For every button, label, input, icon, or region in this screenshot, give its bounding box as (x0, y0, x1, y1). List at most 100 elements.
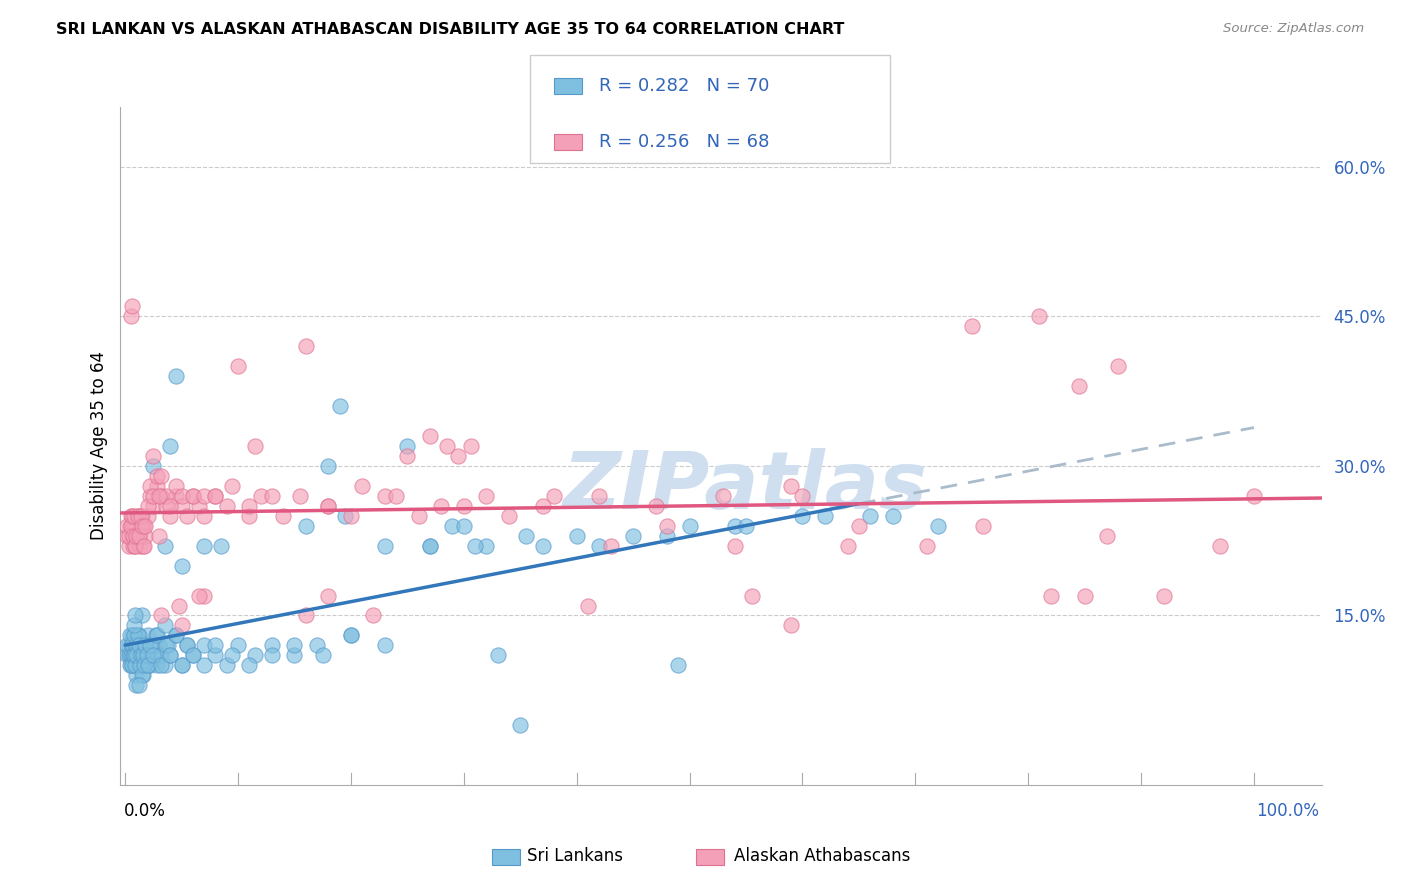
Point (122, 508, 145, 523)
Text: ZIPatlas: ZIPatlas (562, 448, 927, 525)
Point (120, 658, 142, 673)
Point (294, 608, 316, 623)
Point (340, 628, 363, 642)
Point (131, 639, 153, 653)
Point (125, 648, 148, 663)
Point (176, 639, 198, 653)
Point (498, 508, 520, 523)
Point (170, 558, 193, 573)
Point (340, 508, 363, 523)
Text: Sri Lankans: Sri Lankans (527, 847, 623, 865)
Point (209, 539, 232, 553)
Point (128, 529, 150, 543)
Point (129, 648, 152, 663)
Point (125, 529, 148, 543)
Point (122, 648, 145, 663)
Y-axis label: Disability Age 35 to 64: Disability Age 35 to 64 (90, 351, 108, 541)
Point (283, 648, 305, 663)
Point (294, 518, 316, 533)
Point (644, 499, 666, 513)
Point (148, 529, 170, 543)
Point (271, 508, 294, 523)
Point (138, 648, 160, 663)
Point (204, 648, 226, 663)
Text: R = 0.256   N = 68: R = 0.256 N = 68 (599, 133, 769, 151)
Point (294, 339, 316, 353)
Point (193, 639, 215, 653)
Point (204, 489, 226, 503)
Point (436, 439, 458, 453)
Point (136, 628, 159, 642)
Point (127, 639, 149, 653)
Point (486, 648, 509, 663)
Point (655, 529, 678, 543)
Point (155, 489, 177, 503)
Point (150, 648, 173, 663)
Point (132, 658, 155, 673)
Point (127, 508, 149, 523)
Point (134, 658, 156, 673)
Point (159, 499, 181, 513)
Point (150, 469, 173, 483)
Point (125, 668, 148, 682)
Point (148, 489, 170, 503)
Point (408, 508, 430, 523)
Point (139, 489, 162, 503)
Point (243, 439, 266, 453)
Point (159, 508, 181, 523)
Point (170, 618, 193, 632)
Point (305, 639, 328, 653)
Point (121, 648, 143, 663)
Point (121, 518, 143, 533)
Point (187, 499, 209, 513)
Point (181, 648, 204, 663)
Point (1153, 589, 1175, 603)
Point (621, 529, 644, 543)
Point (134, 648, 156, 663)
Point (249, 489, 271, 503)
Point (131, 608, 153, 623)
Point (193, 539, 215, 553)
Point (221, 648, 243, 663)
Point (165, 479, 187, 493)
Point (132, 539, 155, 553)
Point (139, 658, 162, 673)
Point (125, 529, 148, 543)
Point (543, 489, 565, 503)
Point (419, 539, 441, 553)
Point (117, 518, 139, 533)
Point (792, 508, 814, 523)
Point (142, 499, 165, 513)
Point (124, 658, 146, 673)
Point (124, 539, 146, 553)
Point (374, 639, 396, 653)
Point (122, 658, 145, 673)
Point (814, 508, 837, 523)
Point (329, 399, 352, 413)
Point (122, 628, 145, 642)
Point (118, 518, 141, 533)
Point (363, 608, 385, 623)
Point (150, 608, 173, 623)
Point (128, 639, 150, 653)
Point (780, 479, 803, 493)
Point (122, 639, 145, 653)
Point (780, 618, 803, 632)
Text: SRI LANKAN VS ALASKAN ATHABASCAN DISABILITY AGE 35 TO 64 CORRELATION CHART: SRI LANKAN VS ALASKAN ATHABASCAN DISABIL… (56, 22, 845, 37)
Point (204, 489, 226, 503)
Point (117, 639, 139, 653)
Point (124, 608, 146, 623)
Point (159, 648, 181, 663)
Point (121, 529, 143, 543)
Point (117, 539, 139, 553)
Point (318, 589, 340, 603)
Point (165, 369, 187, 384)
Point (882, 508, 904, 523)
Point (142, 489, 165, 503)
Point (122, 529, 145, 543)
Point (129, 658, 152, 673)
Point (724, 518, 747, 533)
Point (131, 518, 153, 533)
Point (153, 618, 176, 632)
Point (125, 518, 148, 533)
